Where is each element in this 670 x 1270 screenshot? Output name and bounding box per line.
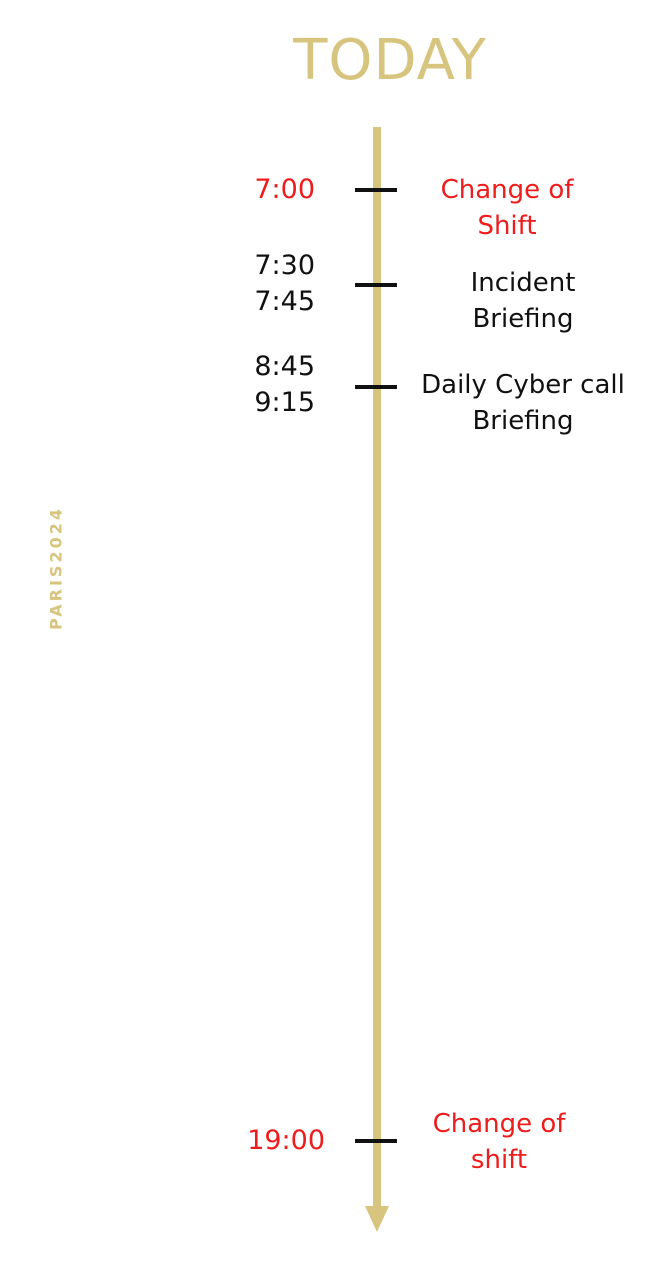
event-label-change-of-shift-morning: Change of Shift xyxy=(436,172,578,244)
event-line: shift xyxy=(470,1145,528,1175)
event-line: Change of xyxy=(440,175,574,205)
event-line: Daily Cyber call xyxy=(421,370,625,400)
time-label-change-of-shift-morning: 7:00 xyxy=(254,172,315,208)
paris2024-watermark: PARIS2024 xyxy=(46,506,66,630)
event-line: Incident xyxy=(470,268,576,298)
event-label-daily-cyber-call: Daily Cyber call Briefing xyxy=(412,367,634,439)
page-title: TODAY xyxy=(293,28,487,93)
time-start: 19:00 xyxy=(247,1125,325,1156)
time-label-daily-cyber-call: 8:45 9:15 xyxy=(254,349,315,421)
time-start: 7:30 xyxy=(254,250,315,281)
tick-mark-change-of-shift-morning xyxy=(355,188,397,192)
event-line: Briefing xyxy=(472,406,574,436)
event-line: Briefing xyxy=(472,304,574,334)
event-label-change-of-shift-evening: Change of shift xyxy=(426,1106,572,1178)
time-end: 9:15 xyxy=(254,387,315,418)
tick-mark-daily-cyber-call xyxy=(355,385,397,389)
time-end: 7:45 xyxy=(254,286,315,317)
time-start: 7:00 xyxy=(254,174,315,205)
event-line: Change of xyxy=(432,1109,566,1139)
event-label-incident-briefing: Incident Briefing xyxy=(460,265,586,337)
timeline-axis xyxy=(373,127,381,1212)
tick-mark-incident-briefing xyxy=(355,283,397,287)
time-label-incident-briefing: 7:30 7:45 xyxy=(254,248,315,320)
time-start: 8:45 xyxy=(254,351,315,382)
tick-mark-change-of-shift-evening xyxy=(355,1139,397,1143)
event-line: Shift xyxy=(477,211,537,241)
timeline-arrowhead xyxy=(365,1206,389,1232)
time-label-change-of-shift-evening: 19:00 xyxy=(247,1123,325,1159)
